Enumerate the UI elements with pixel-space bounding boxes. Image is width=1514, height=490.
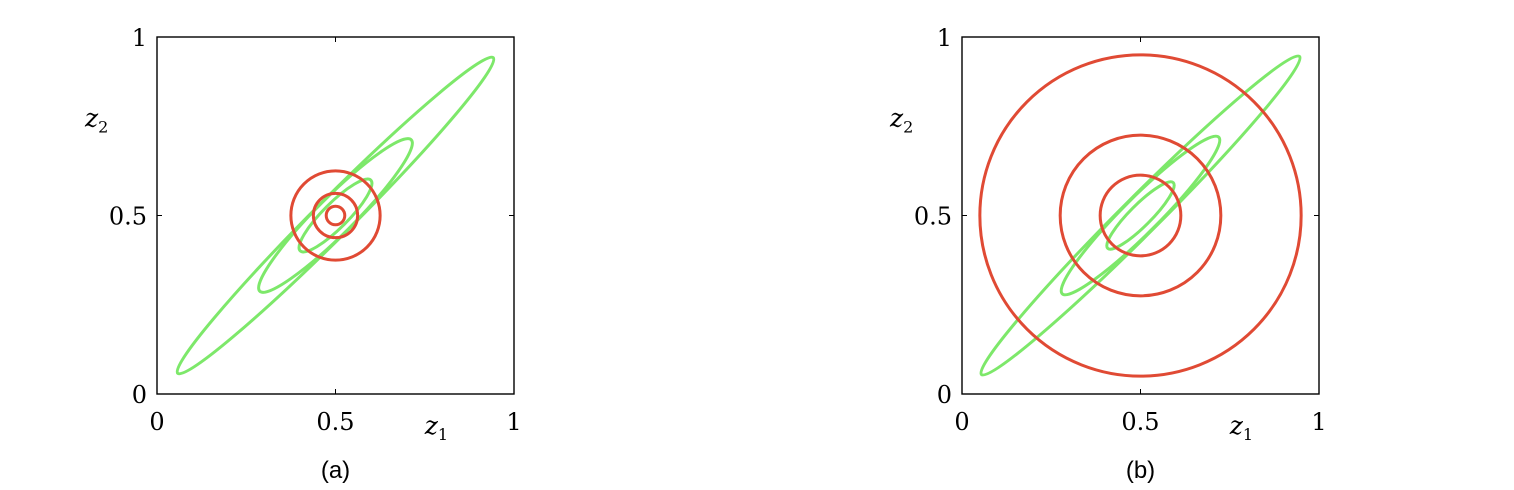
panel-a-ytick-2: 1 <box>132 24 147 52</box>
panel-a-xtick-2: 1 <box>506 408 521 436</box>
panel-a-ylabel: z2 <box>84 103 108 136</box>
panel-b-xlabel: z1 <box>1229 411 1253 444</box>
panel-b-ytick-2: 1 <box>937 24 952 52</box>
panel-b-contour-green-2 <box>1050 125 1232 307</box>
panel-a: 0 0.5 1 0 0.5 1 z1 z2 (a) <box>84 24 522 484</box>
panel-b-contours <box>968 43 1312 387</box>
panel-b-axes-frame <box>962 37 1319 394</box>
panel-b-ytick-1: 0.5 <box>914 203 952 231</box>
panel-a-xtick-1: 0.5 <box>316 408 354 436</box>
panel-a-xtick-0: 0 <box>149 408 164 436</box>
panel-a-contour-red-3 <box>326 206 345 225</box>
panel-b-contour-red-1 <box>980 55 1301 376</box>
panel-a-axes-frame <box>157 37 514 394</box>
panel-a-contours <box>164 44 506 386</box>
panel-b-xtick-1: 0.5 <box>1121 408 1159 436</box>
panel-b-xtick-2: 1 <box>1311 408 1326 436</box>
panel-a-contour-green-1 <box>164 44 506 386</box>
panel-b-ylabel: z2 <box>889 103 913 136</box>
panel-b-caption: (b) <box>1126 457 1155 484</box>
panel-a-caption: (a) <box>321 457 350 484</box>
panel-b: 0 0.5 1 0 0.5 1 z1 z2 (b) <box>889 24 1327 484</box>
panel-a-ytick-0: 0 <box>132 381 147 409</box>
panel-b-contour-red-2 <box>1060 135 1221 296</box>
panel-a-ytick-1: 0.5 <box>109 203 147 231</box>
panel-a-contour-green-2 <box>247 127 425 305</box>
panel-b-contour-green-1 <box>968 43 1312 387</box>
panel-b-ytick-0: 0 <box>937 381 952 409</box>
panel-b-xtick-0: 0 <box>954 408 969 436</box>
panel-a-xlabel: z1 <box>424 411 448 444</box>
panel-a-contour-red-1 <box>291 171 380 260</box>
panel-a-ticks <box>157 37 514 394</box>
panel-b-ticks <box>962 37 1319 394</box>
